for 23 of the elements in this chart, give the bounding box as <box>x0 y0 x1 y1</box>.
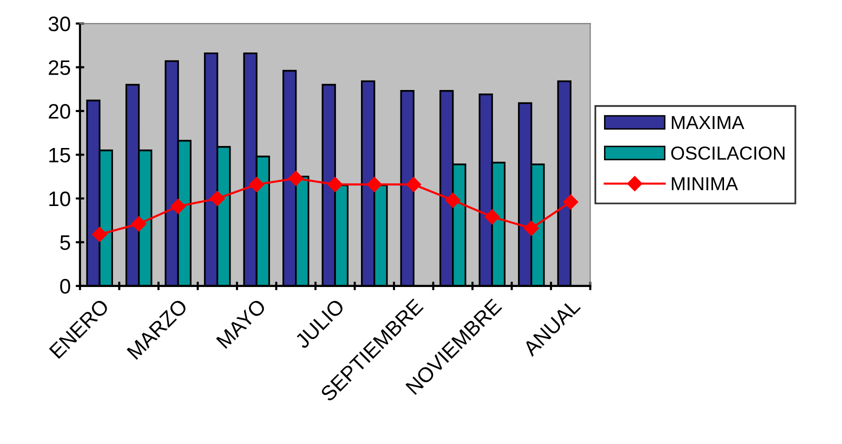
point <box>170 198 186 214</box>
point <box>131 216 146 232</box>
legend-label: MAXIMA <box>672 116 744 129</box>
point <box>249 176 264 192</box>
point <box>288 170 304 186</box>
y-tick-label: 10 <box>49 191 70 206</box>
point <box>92 226 108 242</box>
y-tick-label: 0 <box>60 278 70 294</box>
y-tick-label: 25 <box>48 60 70 76</box>
point <box>328 176 343 192</box>
point <box>563 194 578 210</box>
point <box>406 176 422 192</box>
legend-label: MINIMA <box>672 177 738 190</box>
point <box>210 190 225 206</box>
legend-label: OSCILACION <box>671 146 784 160</box>
y-tick-label: 15 <box>49 148 70 162</box>
point <box>524 220 539 236</box>
point <box>366 176 382 192</box>
point <box>445 192 460 208</box>
y-tick-label: 20 <box>48 104 70 119</box>
point <box>484 209 500 224</box>
y-tick-label: 30 <box>48 16 70 32</box>
y-tick-label: 5 <box>60 235 70 250</box>
